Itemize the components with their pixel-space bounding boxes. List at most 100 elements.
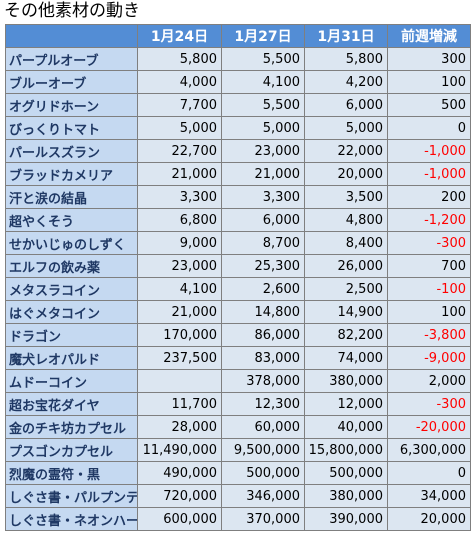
price-table: 1月24日 1月27日 1月31日 前週増減 パープルオーブ 5,800 5,500…: [5, 24, 471, 531]
price-jan27-cell: 9,500,000: [221, 438, 305, 462]
column-header-jan31: 1月31日: [304, 24, 388, 48]
table-row: ブルーオーブ 4,000 4,100 4,200 100: [5, 70, 471, 94]
item-name-cell: パープルオーブ: [5, 47, 138, 71]
table-row: ブラッドカメリア 21,000 21,000 20,000 -1,000: [5, 162, 471, 186]
table-row: パープルオーブ 5,800 5,500 5,800 300: [5, 47, 471, 71]
price-jan27-cell: 25,300: [221, 254, 305, 278]
price-jan24-cell: 5,800: [137, 47, 222, 71]
price-jan27-cell: 500,000: [221, 461, 305, 485]
weekly-change-cell: -9,000: [387, 346, 471, 370]
weekly-change-cell: 500: [387, 93, 471, 117]
item-name-cell: ブラッドカメリア: [5, 162, 138, 186]
item-name-cell: エルフの飲み薬: [5, 254, 138, 278]
price-jan24-cell: 4,100: [137, 277, 222, 301]
weekly-change-cell: 200: [387, 185, 471, 209]
price-jan27-cell: 5,000: [221, 116, 305, 140]
item-name-cell: しぐさ書・ネオンハート: [5, 507, 138, 531]
price-jan24-cell: 170,000: [137, 323, 222, 347]
item-name-cell: プスゴンカプセル: [5, 438, 138, 462]
price-jan24-cell: 28,000: [137, 415, 222, 439]
item-name-cell: びっくりトマト: [5, 116, 138, 140]
table-row: 汗と涙の結晶 3,300 3,300 3,500 200: [5, 185, 471, 209]
price-jan27-cell: 370,000: [221, 507, 305, 531]
weekly-change-cell: 0: [387, 116, 471, 140]
item-name-cell: せかいじゅのしずく: [5, 231, 138, 255]
column-header-jan24: 1月24日: [137, 24, 222, 48]
price-jan31-cell: 26,000: [304, 254, 388, 278]
price-jan24-cell: 7,700: [137, 93, 222, 117]
price-jan31-cell: 14,900: [304, 300, 388, 324]
weekly-change-cell: -1,000: [387, 162, 471, 186]
weekly-change-cell: -300: [387, 392, 471, 416]
price-jan31-cell: 8,400: [304, 231, 388, 255]
price-jan27-cell: 21,000: [221, 162, 305, 186]
item-name-cell: オグリドホーン: [5, 93, 138, 117]
column-header-jan27: 1月27日: [221, 24, 305, 48]
item-name-cell: 金のチキ坊カプセル: [5, 415, 138, 439]
price-jan24-cell: 21,000: [137, 300, 222, 324]
weekly-change-cell: 100: [387, 300, 471, 324]
table-row: 金のチキ坊カプセル 28,000 60,000 40,000 -20,000: [5, 415, 471, 439]
header-corner-cell: [5, 24, 138, 48]
table-row: パールスズラン 22,700 23,000 22,000 -1,000: [5, 139, 471, 163]
item-name-cell: 超お宝花ダイヤ: [5, 392, 138, 416]
weekly-change-cell: 34,000: [387, 484, 471, 508]
weekly-change-cell: -100: [387, 277, 471, 301]
table-row: オグリドホーン 7,700 5,500 6,000 500: [5, 93, 471, 117]
item-name-cell: 汗と涙の結晶: [5, 185, 138, 209]
table-row: エルフの飲み薬 23,000 25,300 26,000 700: [5, 254, 471, 278]
table-row: 超お宝花ダイヤ 11,700 12,300 12,000 -300: [5, 392, 471, 416]
weekly-change-cell: 100: [387, 70, 471, 94]
table-row: びっくりトマト 5,000 5,000 5,000 0: [5, 116, 471, 140]
price-jan31-cell: 380,000: [304, 369, 388, 393]
price-jan31-cell: 40,000: [304, 415, 388, 439]
price-jan31-cell: 500,000: [304, 461, 388, 485]
table-row: プスゴンカプセル 11,490,000 9,500,000 15,800,000 6,3…: [5, 438, 471, 462]
price-jan27-cell: 12,300: [221, 392, 305, 416]
item-name-cell: 烈魔の霊符・黒: [5, 461, 138, 485]
price-jan24-cell: 21,000: [137, 162, 222, 186]
price-jan31-cell: 6,000: [304, 93, 388, 117]
weekly-change-cell: -1,200: [387, 208, 471, 232]
price-jan31-cell: 380,000: [304, 484, 388, 508]
price-jan31-cell: 2,500: [304, 277, 388, 301]
weekly-change-cell: -20,000: [387, 415, 471, 439]
price-jan27-cell: 3,300: [221, 185, 305, 209]
item-name-cell: ムドーコイン: [5, 369, 138, 393]
price-jan24-cell: 5,000: [137, 116, 222, 140]
price-jan31-cell: 20,000: [304, 162, 388, 186]
price-jan27-cell: 83,000: [221, 346, 305, 370]
header-row: 1月24日 1月27日 1月31日 前週増減: [5, 24, 471, 48]
price-jan27-cell: 8,700: [221, 231, 305, 255]
price-jan31-cell: 22,000: [304, 139, 388, 163]
weekly-change-cell: 2,000: [387, 369, 471, 393]
price-jan31-cell: 390,000: [304, 507, 388, 531]
table-row: せかいじゅのしずく 9,000 8,700 8,400 -300: [5, 231, 471, 255]
item-name-cell: パールスズラン: [5, 139, 138, 163]
table-row: メタスラコイン 4,100 2,600 2,500 -100: [5, 277, 471, 301]
price-jan24-cell: 4,000: [137, 70, 222, 94]
table-row: ドラゴン 170,000 86,000 82,200 -3,800: [5, 323, 471, 347]
item-name-cell: はぐメタコイン: [5, 300, 138, 324]
price-jan24-cell: [137, 369, 222, 393]
item-name-cell: ブルーオーブ: [5, 70, 138, 94]
price-jan27-cell: 5,500: [221, 93, 305, 117]
price-jan24-cell: 720,000: [137, 484, 222, 508]
price-jan31-cell: 4,800: [304, 208, 388, 232]
item-name-cell: ドラゴン: [5, 323, 138, 347]
price-jan24-cell: 490,000: [137, 461, 222, 485]
price-jan31-cell: 74,000: [304, 346, 388, 370]
price-jan31-cell: 15,800,000: [304, 438, 388, 462]
table-row: 魔犬レオパルド 237,500 83,000 74,000 -9,000: [5, 346, 471, 370]
page-title: その他素材の動き: [4, 1, 140, 21]
weekly-change-cell: -300: [387, 231, 471, 255]
weekly-change-cell: -1,000: [387, 139, 471, 163]
table-row: 超やくそう 6,800 6,000 4,800 -1,200: [5, 208, 471, 232]
price-jan24-cell: 11,700: [137, 392, 222, 416]
table-row: しぐさ書・パルプンテ 720,000 346,000 380,000 34,000: [5, 484, 471, 508]
item-name-cell: しぐさ書・パルプンテ: [5, 484, 138, 508]
price-jan24-cell: 22,700: [137, 139, 222, 163]
table-row: ムドーコイン 378,000 380,000 2,000: [5, 369, 471, 393]
item-name-cell: メタスラコイン: [5, 277, 138, 301]
